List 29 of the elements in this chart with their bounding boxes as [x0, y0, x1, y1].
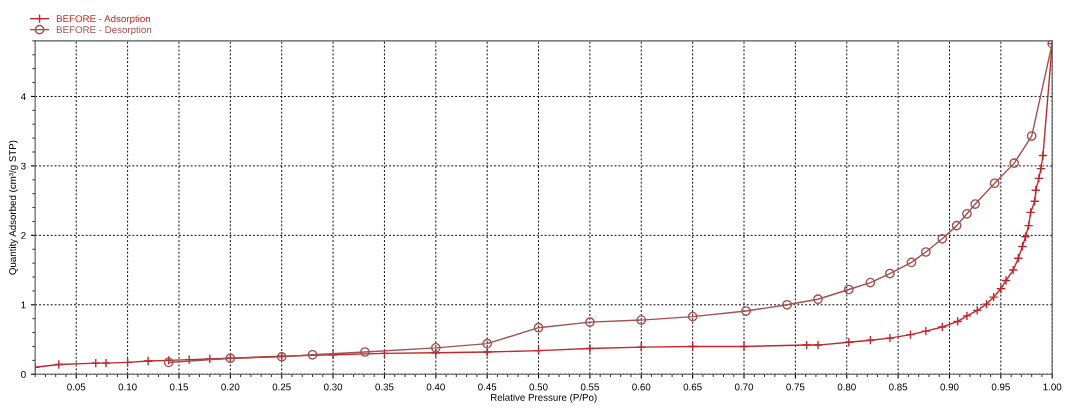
x-tick-label: 0.30 — [324, 383, 343, 391]
legend-label: BEFORE - Desorption — [56, 26, 152, 36]
x-tick-label: 0.85 — [889, 383, 908, 391]
x-tick-label: 1.00 — [1043, 383, 1062, 391]
x-tick-label: 0.05 — [67, 383, 86, 391]
x-tick-label: 0.80 — [837, 383, 856, 391]
x-tick-label: 0.35 — [375, 383, 394, 391]
x-tick-label: 0.75 — [786, 383, 805, 391]
x-tick-label: 0.95 — [991, 383, 1010, 391]
x-tick-label: 0.60 — [632, 383, 651, 391]
x-tick-label: 0.55 — [580, 383, 599, 391]
x-tick-label: 0.65 — [683, 383, 702, 391]
x-tick-label: 0.50 — [529, 383, 548, 391]
legend-label: BEFORE - Adsorption — [56, 15, 151, 25]
x-tick-label: 0.15 — [169, 383, 189, 391]
x-tick-label: 0.10 — [118, 383, 137, 391]
x-tick-label: 0.45 — [478, 383, 497, 391]
x-tick-label: 0.70 — [734, 383, 754, 391]
x-tick-label: 0.20 — [221, 383, 240, 391]
x-tick-label: 0.25 — [272, 383, 291, 391]
y-axis-title: Quantity Adsorbed (cm³/g STP) — [8, 140, 18, 275]
x-axis-title: Relative Pressure (P/Po) — [490, 393, 597, 403]
y-tick-label: 1 — [21, 301, 26, 309]
x-tick-label: 0.90 — [940, 383, 959, 391]
y-tick-label: 0 — [21, 370, 26, 378]
y-tick-label: 4 — [20, 93, 26, 100]
y-tick-label: 2 — [21, 232, 26, 239]
y-tick-label: 3 — [21, 162, 26, 170]
x-tick-label: 0.40 — [426, 383, 445, 391]
